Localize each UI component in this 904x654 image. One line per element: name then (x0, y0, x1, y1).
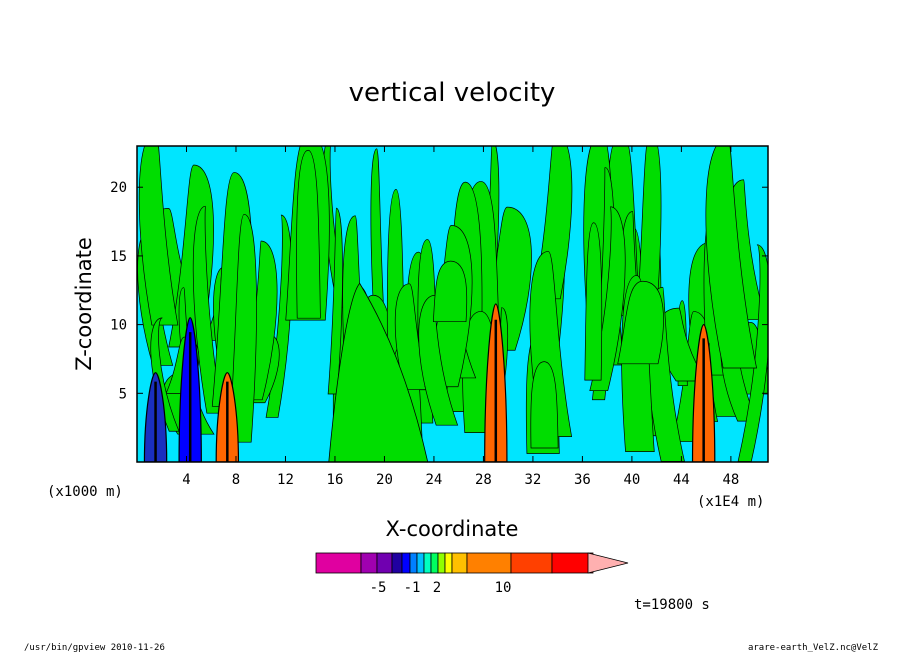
y-axis-title: Z-coordinate (72, 237, 96, 371)
footer-right: arare-earth_VelZ.nc@VelZ (748, 643, 879, 653)
central-updraft-region (328, 282, 429, 462)
colorbar-labels: -5 -1 2 10 (370, 580, 512, 596)
chart-title: vertical velocity (349, 78, 556, 108)
colorbar-swatch (437, 552, 446, 574)
x-unit-right: (x1E4 m) (697, 494, 764, 510)
x-unit-left: (x1000 m) (47, 484, 123, 500)
weak-updraft-band (584, 222, 603, 381)
x-tick-label: 16 (327, 472, 344, 488)
y-tick-label: 20 (110, 180, 127, 196)
x-tick-label: 40 (623, 472, 640, 488)
colorbar-tick-label: 2 (433, 580, 441, 596)
weak-updraft-band (265, 214, 293, 418)
x-axis-ticks: 4 8 12 16 20 24 28 32 36 40 44 48 (182, 146, 739, 488)
colorbar-swatch (401, 552, 411, 574)
colorbar-swatch (430, 552, 439, 574)
weak-updraft-band (617, 280, 664, 365)
x-tick-label: 24 (426, 472, 443, 488)
footer-left: /usr/bin/gpview 2010-11-26 (24, 643, 165, 653)
colorbar-tick-label: -1 (404, 580, 421, 596)
colorbar-swatch (466, 552, 512, 574)
time-label: t=19800 s (634, 597, 710, 613)
colorbar-tick-label: 10 (495, 580, 512, 596)
colorbar-extend-arrow (587, 552, 629, 574)
y-tick-label: 5 (119, 386, 127, 402)
y-tick-label: 15 (110, 249, 127, 265)
colorbar-swatch (376, 552, 393, 574)
y-axis-ticks: 5 10 15 20 (110, 180, 768, 402)
weak-updraft-band (228, 213, 257, 443)
weak-updraft-band (138, 146, 179, 326)
colorbar-swatch (451, 552, 468, 574)
colorbar (315, 552, 629, 574)
weak-updraft-band (370, 148, 385, 318)
colorbar-swatch (444, 552, 453, 574)
x-tick-label: 44 (673, 472, 690, 488)
colorbar-swatch (423, 552, 432, 574)
x-tick-label: 8 (232, 472, 240, 488)
weak-updraft-band (637, 146, 662, 302)
x-tick-label: 32 (524, 472, 541, 488)
colorbar-swatch (551, 552, 594, 574)
plot-frame (136, 145, 769, 463)
x-tick-label: 4 (182, 472, 190, 488)
weak-updraft-bands (137, 146, 768, 462)
weak-updraft-band (327, 207, 343, 395)
x-tick-label: 20 (376, 472, 393, 488)
colorbar-swatch (409, 552, 418, 574)
convective-cells (143, 303, 716, 462)
x-axis-title: X-coordinate (386, 517, 519, 541)
colorbar-swatch (315, 552, 362, 574)
colorbar-swatch (391, 552, 403, 574)
x-tick-label: 12 (277, 472, 294, 488)
weak-updraft-band (530, 361, 559, 449)
x-tick-label: 36 (574, 472, 591, 488)
x-tick-label: 48 (722, 472, 739, 488)
x-tick-label: 28 (475, 472, 492, 488)
colorbar-tick-label: -5 (370, 580, 387, 596)
colorbar-swatch (360, 552, 378, 574)
colorbar-swatch (416, 552, 425, 574)
weak-updraft-band (705, 146, 758, 369)
colorbar-swatch (510, 552, 553, 574)
plot-area (137, 146, 768, 462)
weak-updraft-band (296, 149, 321, 319)
weak-updraft-band (432, 260, 468, 323)
y-tick-label: 10 (110, 318, 127, 334)
weak-updraft-band (589, 206, 626, 392)
weak-updraft-band (192, 205, 223, 414)
